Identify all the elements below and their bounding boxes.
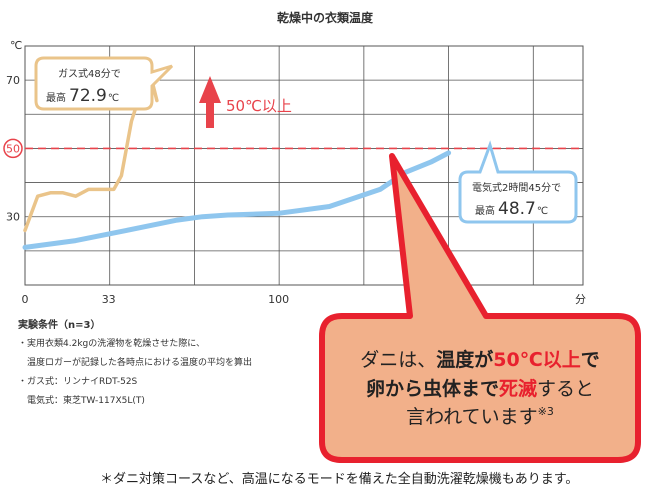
- callout-line2: 卵から虫体まで死滅すると: [366, 377, 594, 400]
- notes-item: ・ガス式：リンナイRDT-52S: [18, 377, 138, 387]
- notes-heading: 実験条件（n=3）: [18, 320, 101, 331]
- series-line-electric: [22, 150, 452, 250]
- callout-line1: ダニは、温度が50℃以上で: [360, 348, 600, 371]
- gas-annotation-line1: ガス式48分で: [58, 67, 121, 80]
- y-tick-label: 50: [6, 142, 20, 155]
- y-tick-label: 30: [6, 211, 20, 224]
- gas-annotation-line2: 最高 72.9℃: [46, 86, 119, 106]
- notes-item: 温度ロガーが記録した各時点における温度の平均を算出: [18, 358, 253, 368]
- mite-callout: ダニは、温度が50℃以上で 卵から虫体まで死滅すると 言われています※3: [319, 153, 641, 463]
- chart-title: 乾燥中の衣類温度: [277, 10, 374, 25]
- experiment-notes: 実験条件（n=3） ・実用衣類4.2kgの洗濯物を乾燥させた際に、 温度ロガーが…: [18, 316, 252, 411]
- gas-annotation: ガス式48分で 最高 72.9℃: [34, 56, 174, 111]
- y-axis-unit: ℃: [10, 39, 22, 52]
- callout-line3: 言われています※3: [406, 405, 554, 428]
- x-tick-label: 100: [268, 293, 289, 306]
- plot-frame: [24, 45, 584, 286]
- footer-note: ＊ダニ対策コースなど、高温になるモードを備えた全自動洗濯乾燥機もあります。: [100, 472, 579, 487]
- electric-annotation-line1: 電気式2時間45分で: [472, 181, 561, 194]
- notes-item: ・実用衣類4.2kgの洗濯物を乾燥させた際に、: [18, 339, 205, 349]
- x-tick-label: 0: [22, 293, 29, 306]
- threshold-tick-circle: [3, 138, 23, 159]
- threshold-label: 50℃以上: [226, 97, 292, 115]
- x-tick-label: 33: [102, 293, 116, 306]
- x-axis-unit: 分: [575, 293, 586, 306]
- up-arrow-icon: [199, 76, 221, 128]
- electric-annotation-line2: 最高 48.7℃: [475, 199, 548, 219]
- y-tick-label: 70: [6, 74, 20, 87]
- electric-annotation: 電気式2時間45分で 最高 48.7℃: [458, 140, 578, 224]
- notes-item: 電気式：東芝TW-117X5L(T): [18, 396, 145, 406]
